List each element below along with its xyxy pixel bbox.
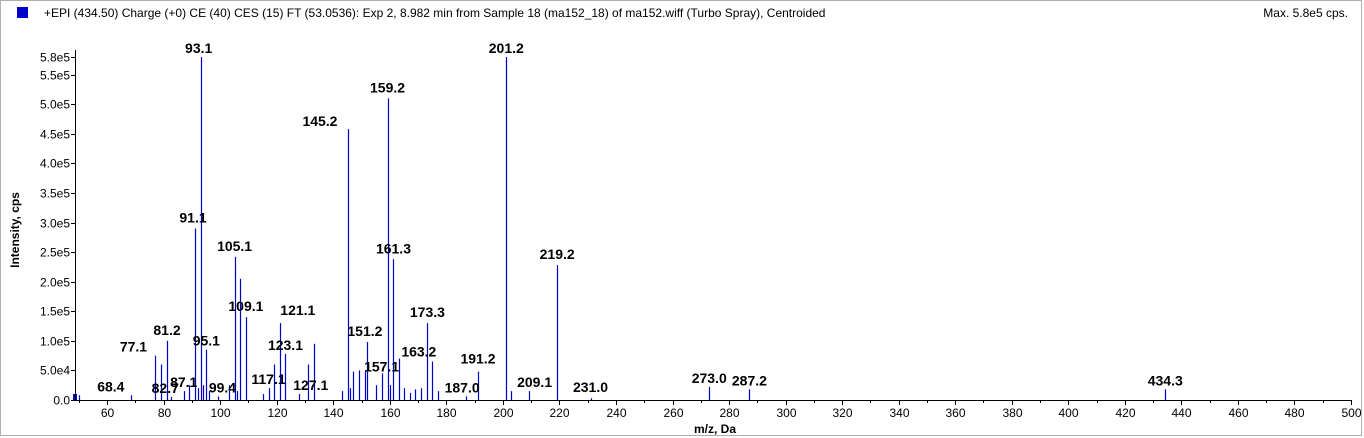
y-tick-label: 5.0e4 [40,364,70,378]
y-tick-label: 3.5e5 [40,187,70,201]
peak-label: 95.1 [193,333,220,349]
x-tick-label: 340 [889,406,909,420]
x-tick-label: 480 [1284,406,1304,420]
y-tick-label: 5.5e5 [40,69,70,83]
x-tick-label: 360 [945,406,965,420]
x-tick-label: 440 [1171,406,1191,420]
series-color-swatch [17,7,28,18]
x-tick-label: 240 [606,406,626,420]
x-tick-label: 100 [210,406,230,420]
peak-label: 157.1 [364,358,399,374]
peak-label: 91.1 [179,210,206,226]
peak-label: 109.1 [228,298,263,314]
x-tick-label: 60 [101,406,115,420]
peak-label: 127.1 [293,377,328,393]
x-tick-label: 300 [776,406,796,420]
spectrum-title: +EPI (434.50) Charge (+0) CE (40) CES (1… [44,6,826,20]
x-tick-label: 80 [158,406,172,420]
peak-label: 434.3 [1148,372,1183,388]
x-tick-label: 260 [663,406,683,420]
y-axis-title: Intensity, cps [8,192,22,268]
x-tick-label: 120 [267,406,287,420]
y-tick-label: 4.5e5 [40,128,70,142]
peak-label: 151.2 [347,323,382,339]
peak-label: 231.0 [573,379,608,395]
peak-label: 191.2 [460,351,495,367]
y-ticks: 0.0 5.0e4 1.0e5 1.5e5 2.0e5 2.5e5 3.0e5 3.5e5 4.… [40,51,76,408]
peak-label: 105.1 [217,238,252,254]
axes-layer [75,50,1351,401]
peak-label: 123.1 [268,337,303,353]
x-tick-label: 180 [436,406,456,420]
peak-label: 77.1 [120,339,147,355]
peak-label: 82.7 [152,380,179,396]
y-tick-label: 0.0 [53,394,70,408]
peak-label: 161.3 [376,240,411,256]
x-tick-label: 460 [1228,406,1248,420]
x-tick-label: 160 [380,406,400,420]
peak-label: 121.1 [280,302,315,318]
y-tick-label: 5.8e5 [40,51,70,65]
peak-label: 117.1 [251,371,285,387]
y-tick-label: 5.0e5 [40,98,70,112]
peak-label: 163.2 [401,344,436,360]
x-tick-label: 420 [1115,406,1135,420]
x-ticks: 60 80 100 120 140 160 180 200 220 240 260 280 300 320… [79,400,1362,420]
peaks-layer [73,57,1167,400]
peak-label: 187.0 [445,379,480,395]
peak-labels: 93.1 201.2 159.2 145.2 91.1 105.1 161.3 219.2 10… [97,40,1183,396]
peak-label: 68.4 [97,378,124,394]
peak-label: 145.2 [302,113,337,129]
peak-label: 173.3 [410,304,445,320]
peak-label: 287.2 [732,372,767,388]
x-tick-label: 400 [1058,406,1078,420]
x-tick-label: 380 [1002,406,1022,420]
peak-label: 99.4 [209,379,236,395]
x-tick-label: 280 [719,406,739,420]
peak-label: 93.1 [185,40,212,56]
peak-label: 81.2 [153,322,180,338]
x-tick-label: 220 [549,406,569,420]
peak-label: 87.1 [170,374,197,390]
x-tick-label: 500 [1341,406,1361,420]
max-intensity-label: Max. 5.8e5 cps. [1263,6,1348,20]
peak-label: 219.2 [540,246,575,262]
x-tick-label: 200 [493,406,513,420]
peak-label: 209.1 [517,374,552,390]
y-tick-label: 2.0e5 [40,276,70,290]
y-tick-label: 3.0e5 [40,217,70,231]
x-tick-label: 140 [323,406,343,420]
y-tick-label: 1.0e5 [40,335,70,349]
y-tick-label: 1.5e5 [40,305,70,319]
peak-label: 159.2 [370,79,405,95]
x-axis-title: m/z, Da [694,422,736,436]
y-tick-label: 4.0e5 [40,157,70,171]
peak-label: 273.0 [692,370,727,386]
x-tick-label: 320 [832,406,852,420]
y-tick-label: 2.5e5 [40,246,70,260]
peak-label: 201.2 [489,40,524,56]
